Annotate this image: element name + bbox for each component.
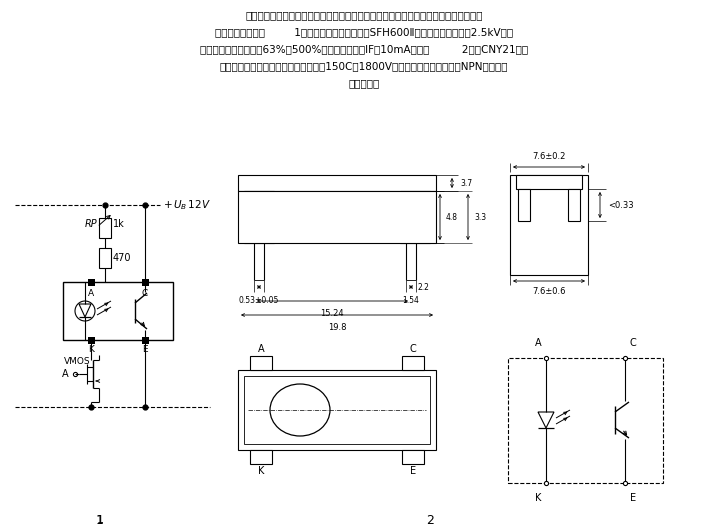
Text: K: K [88, 345, 94, 354]
Text: 0.53±0.05: 0.53±0.05 [239, 296, 279, 305]
Bar [238, 191, 436, 243]
Text: 1k: 1k [113, 219, 124, 229]
Text: E: E [630, 493, 636, 503]
Text: A: A [63, 369, 69, 379]
Text: A: A [88, 288, 94, 297]
Text: 7.6±0.6: 7.6±0.6 [532, 287, 566, 296]
Text: 且具有高的耦合系数（63%～500%）和小的电流（IF＝10mA）。图          2示出CNY21型光: 且具有高的耦合系数（63%～500%）和小的电流（IF＝10mA）。图 2示出C… [200, 44, 528, 54]
Bar [400, 191, 430, 243]
Bar [568, 189, 580, 221]
Bar [99, 248, 111, 268]
Bar [250, 450, 272, 464]
Text: E: E [410, 466, 416, 476]
Bar [142, 279, 149, 286]
Text: 1.54: 1.54 [403, 296, 419, 305]
Bar [238, 175, 436, 191]
Text: A: A [258, 344, 264, 354]
Bar [508, 358, 663, 483]
Bar [238, 370, 436, 450]
Text: E: E [142, 345, 148, 354]
Text: C: C [630, 338, 636, 348]
Bar [99, 218, 111, 238]
Text: 2: 2 [426, 513, 434, 527]
Text: <0.33: <0.33 [608, 201, 633, 210]
Text: 7.6±0.2: 7.6±0.2 [532, 152, 566, 161]
Bar [244, 191, 274, 243]
Text: 470: 470 [113, 253, 132, 263]
Text: 在很多情况下要求控制电路和功率电路电位隔离，没有电的直接联系。这时可采用由光: 在很多情况下要求控制电路和功率电路电位隔离，没有电的直接联系。这时可采用由光 [245, 10, 483, 20]
Text: 19.8: 19.8 [328, 323, 347, 332]
Text: 4.8: 4.8 [446, 212, 458, 221]
Text: K: K [258, 466, 264, 476]
Bar [63, 282, 173, 340]
Text: $+\,U_B\,12V$: $+\,U_B\,12V$ [163, 198, 211, 212]
Text: A: A [534, 338, 542, 348]
Bar [244, 376, 430, 444]
Bar [516, 175, 582, 189]
Bar [510, 175, 588, 275]
Bar [88, 337, 95, 344]
Bar [142, 337, 149, 344]
Text: 3.3: 3.3 [474, 212, 486, 221]
Text: C: C [142, 288, 148, 297]
Text: 耦器的外形尺寸和符号。其隔离电压为150C～1800V。由砲化镳发光二极管和NPN硅光敏三: 耦器的外形尺寸和符号。其隔离电压为150C～1800V。由砲化镳发光二极管和NP… [220, 61, 508, 71]
Bar [88, 279, 95, 286]
Bar [518, 189, 530, 221]
Text: RP: RP [84, 219, 97, 229]
Text: K: K [535, 493, 541, 503]
Text: 耦隔离的电路（图         1）。有些型号的光耦，如SFH600Ⅱ，其隔离电压可高达2.5kV，并: 耦隔离的电路（图 1）。有些型号的光耦，如SFH600Ⅱ，其隔离电压可高达2.5… [215, 27, 513, 37]
Bar [402, 356, 424, 370]
Text: 1: 1 [97, 515, 103, 525]
Text: C: C [410, 344, 416, 354]
Text: 1: 1 [96, 513, 104, 527]
Bar [402, 450, 424, 464]
Bar [250, 356, 272, 370]
Text: 15.24: 15.24 [320, 309, 344, 318]
Text: 极管组成。: 极管组成。 [349, 78, 379, 88]
Text: VMOS: VMOS [63, 357, 90, 366]
Text: 3.7: 3.7 [460, 178, 472, 187]
Text: 2.2: 2.2 [418, 282, 430, 292]
